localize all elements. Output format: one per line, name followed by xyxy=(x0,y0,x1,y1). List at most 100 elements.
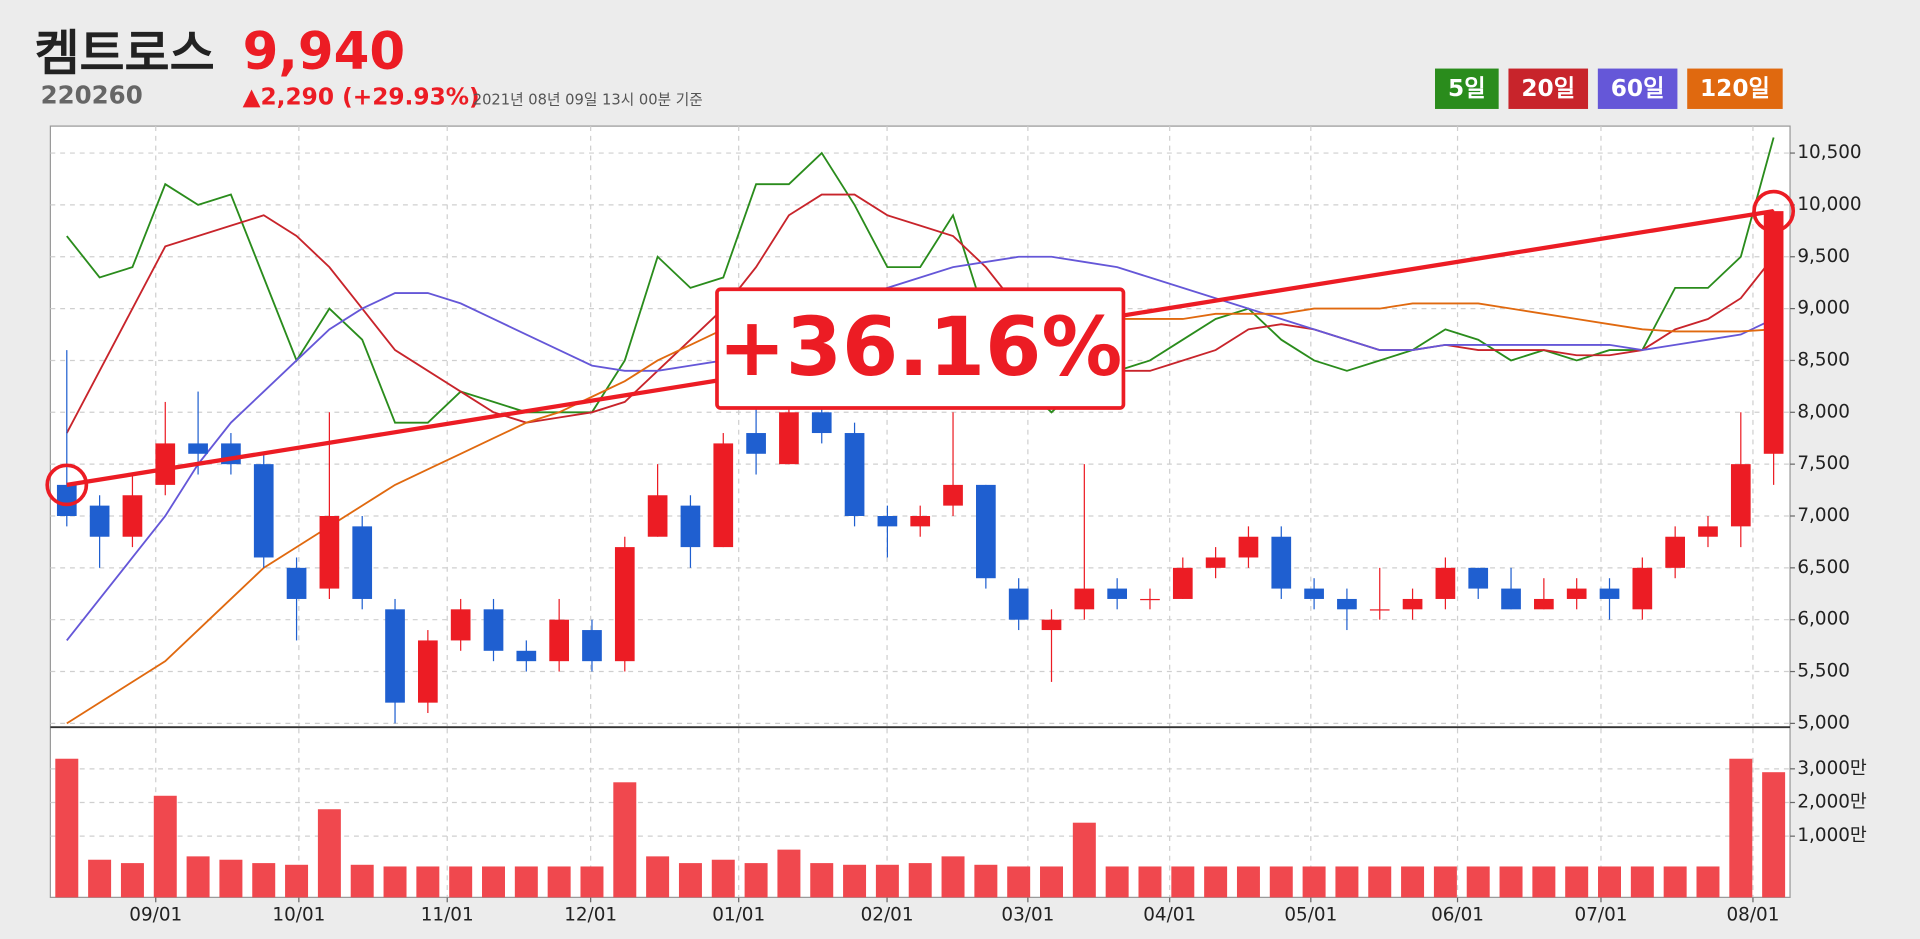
legend-button[interactable]: 60일 xyxy=(1597,68,1678,109)
y-tick-label: 5,500 xyxy=(1797,661,1850,682)
y-tick-label: 6,000 xyxy=(1797,609,1850,630)
volume-tick-label: 3,000만 xyxy=(1797,758,1867,779)
volume-bar xyxy=(1138,866,1162,898)
candle-body xyxy=(713,443,734,548)
candle-body xyxy=(516,650,537,662)
volume-bar xyxy=(744,863,768,898)
candle-body xyxy=(1369,609,1390,611)
volume-bar xyxy=(1729,758,1753,898)
candle-body xyxy=(910,515,931,527)
x-tick-label: 08/01 xyxy=(1726,905,1779,926)
candle-body xyxy=(1468,567,1489,589)
volume-bar xyxy=(1598,866,1621,898)
volume-bar xyxy=(1532,866,1556,898)
y-tick-label: 10,500 xyxy=(1797,142,1861,163)
legend-label[interactable]: 120일 xyxy=(1700,75,1770,102)
volume-bar xyxy=(350,864,374,898)
legend-swatch[interactable] xyxy=(1687,68,1783,109)
volume-bar xyxy=(1007,866,1031,898)
candle-body xyxy=(1730,464,1751,527)
candle-body xyxy=(1501,588,1521,610)
trend-end-marker xyxy=(1752,189,1796,233)
x-tick-label: 05/01 xyxy=(1284,905,1337,926)
volume-bar xyxy=(1663,866,1687,898)
volume-bar xyxy=(1466,866,1490,898)
x-tick-label: 04/01 xyxy=(1143,905,1196,926)
annotation-text: +36.16% xyxy=(718,301,1122,395)
volume-bar xyxy=(1236,866,1260,898)
current-price: 9,940 xyxy=(243,22,406,82)
y-tick-label: 7,500 xyxy=(1797,453,1850,474)
volume-bar xyxy=(1565,866,1589,898)
candle-body xyxy=(1238,536,1259,558)
volume-bar xyxy=(153,795,177,898)
candle-body xyxy=(582,630,602,662)
volume-bar xyxy=(941,856,965,898)
y-tick-label: 5,000 xyxy=(1797,712,1850,733)
volume-bar xyxy=(875,864,899,898)
annotation-box xyxy=(715,287,1126,410)
candle-body xyxy=(811,412,832,434)
volume-bar xyxy=(1368,866,1392,898)
candle-body xyxy=(1698,526,1718,537)
legend-label[interactable]: 20일 xyxy=(1521,75,1575,102)
legend-button[interactable]: 5일 xyxy=(1435,68,1499,109)
candle-body xyxy=(286,567,307,599)
volume-bar xyxy=(416,866,440,898)
price-change: ▲2,290 (+29.93%) xyxy=(243,83,480,110)
x-tick-label: 06/01 xyxy=(1431,905,1484,926)
volume-tick-label: 2,000만 xyxy=(1797,791,1867,812)
volume-bar xyxy=(482,866,505,898)
x-tick-label: 02/01 xyxy=(861,905,914,926)
candle-body xyxy=(1402,598,1423,610)
x-tick-label: 07/01 xyxy=(1575,905,1628,926)
candle-body xyxy=(450,609,471,641)
candle-body xyxy=(680,505,701,548)
candle-body xyxy=(1140,598,1160,601)
candle-body xyxy=(1205,557,1226,568)
x-tick-label: 11/01 xyxy=(421,905,474,926)
legend-swatch[interactable] xyxy=(1508,68,1589,109)
volume-bar xyxy=(1696,866,1720,898)
candle-body xyxy=(647,495,668,537)
y-tick-label: 9,000 xyxy=(1797,298,1850,319)
candle-body xyxy=(943,484,963,506)
candle-body xyxy=(319,515,340,589)
candle-body xyxy=(614,547,635,662)
volume-bar xyxy=(514,866,538,898)
volume-bar xyxy=(1105,866,1129,898)
volume-bar xyxy=(843,864,867,898)
volume-bar xyxy=(1433,866,1457,898)
candle-body xyxy=(1271,536,1292,589)
candle-body xyxy=(1599,588,1620,599)
volume-bar xyxy=(1204,866,1228,898)
legend-label[interactable]: 60일 xyxy=(1611,75,1665,102)
candle-body xyxy=(418,640,438,703)
candle-body xyxy=(253,464,274,558)
moving-average-line xyxy=(66,137,1775,424)
candle-body xyxy=(483,609,504,651)
volume-bar xyxy=(1762,772,1786,898)
legend-button[interactable]: 120일 xyxy=(1687,68,1783,109)
volume-bar xyxy=(1040,866,1063,898)
volume-bar xyxy=(580,866,604,898)
volume-bar xyxy=(383,866,407,898)
volume-tick-label: 1,000만 xyxy=(1797,825,1867,846)
candle-body xyxy=(385,609,405,703)
candle-body xyxy=(549,619,569,662)
legend-button[interactable]: 20일 xyxy=(1508,68,1589,109)
y-tick-label: 7,000 xyxy=(1797,505,1850,526)
timestamp: 2021년 08년 09일 13시 00분 기준 xyxy=(473,91,703,108)
legend-swatch[interactable] xyxy=(1435,68,1499,109)
volume-bar xyxy=(908,863,932,898)
volume-bar xyxy=(777,849,801,898)
candle-body xyxy=(352,526,373,599)
volume-bar xyxy=(1401,866,1425,898)
legend-label[interactable]: 5일 xyxy=(1448,75,1486,102)
moving-average-line xyxy=(65,193,1775,434)
candle-body xyxy=(1665,536,1686,568)
x-tick-label: 12/01 xyxy=(564,905,617,926)
legend-swatch[interactable] xyxy=(1597,68,1678,109)
